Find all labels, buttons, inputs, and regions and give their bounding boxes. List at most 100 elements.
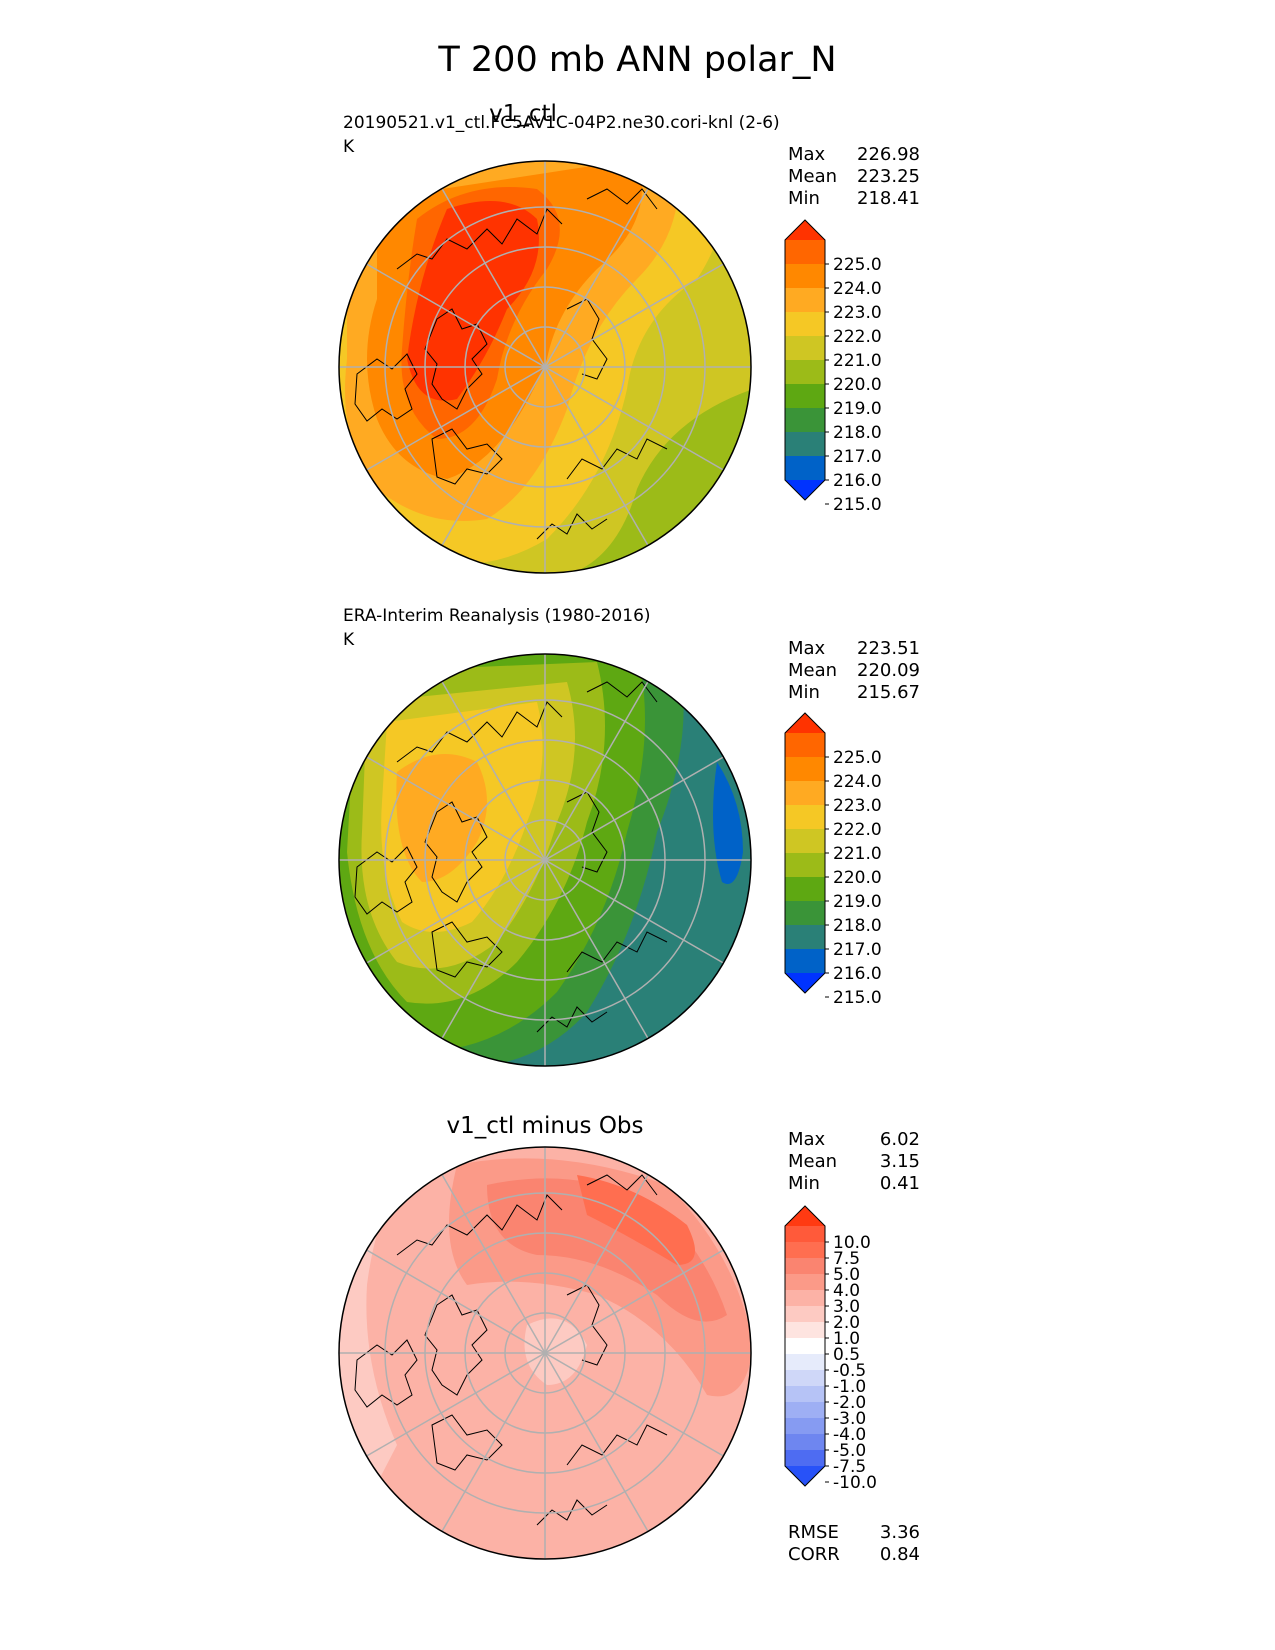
panel-1-colorbar-band [785,408,825,433]
panel-3-colorbar-band [785,1450,825,1467]
panel-2-colorbar-band [785,949,825,974]
panel-1-colorbar-tick-label: 219.0 [833,399,882,419]
panel-2-colorbar-tick-label: 216.0 [833,964,882,984]
panel-3-contour-fill [577,1175,695,1265]
panel-2-colorbar-band [785,733,825,758]
panel-1-colorbar-tick-label: 222.0 [833,327,882,347]
panel-3-colorbar-tick-label: 5.0 [833,1265,860,1285]
panel-2-colorbar-band [785,877,825,902]
panel-2-colorbar-band [785,757,825,782]
mean-label: Mean [788,166,838,187]
panel-3-map-boundary [338,1146,752,1560]
panel-2-colorbar-band [785,925,825,950]
panel-2-colorbar-tick-label: 223.0 [833,796,882,816]
panel-1-colorbar-tick-label: 220.0 [833,375,882,395]
panel-2-map-boundary [338,653,752,1067]
panel-3-colorbar-band [785,1418,825,1435]
panel-1-contour-fill [407,201,539,401]
panel-3-colorbar-band [785,1242,825,1259]
mean-value: 3.15 [879,1151,920,1172]
panel-3-colorbar-tick-label: 3.0 [833,1297,860,1317]
panel-2-colorbar-band [785,901,825,926]
panel-2-field [339,654,751,1066]
mean-value: 223.25 [857,166,920,187]
panel-3-colorbar-tick-label: 4.0 [833,1281,860,1301]
min-label: Min [788,682,820,703]
min-value: 218.41 [857,188,920,209]
panel-3-colorbar-extend-min [785,1466,825,1486]
panel-2-stats: Max 223.51 Mean 220.09 Min 215.67 [788,638,920,704]
panel-2-colorbar-band [785,853,825,878]
panel-3-field [339,1147,751,1559]
panel-2-colorbar-tick-label: 219.0 [833,892,882,912]
panel-2-colorbar: 225.0 224.0 223.0 222.0 221.0 220.0 219.0 218.0… [784,712,882,1008]
panel-1-colorbar-tick-label: 217.0 [833,447,882,467]
max-label: Max [788,1129,826,1150]
max-label: Max [788,144,826,165]
panel-1-coastline [566,438,668,480]
panel-2-coastline [431,921,503,978]
max-value: 6.02 [879,1129,920,1150]
panel-1-colorbar-tick-label: 221.0 [833,351,882,371]
panel-1-colorbar-tick-label: 225.0 [833,255,882,275]
panel-3-colorbar-band [785,1402,825,1419]
panel-1-title: v1_ctl [489,101,557,127]
panel-3-colorbar-extend-max [785,1206,825,1226]
figure-title: T 200 mb ANN polar_N [438,40,837,80]
panel-3-colorbar-tick-label: 0.5 [833,1345,860,1365]
panel-2-coastline [396,701,563,763]
panel-3-coastline [566,1424,668,1466]
panel-2-colorbar-tick-label: 218.0 [833,916,882,936]
panel-1-colorbar-band [785,432,825,457]
panel-3-colorbar-band [785,1434,825,1451]
panel-2-colorbar-band [785,829,825,854]
panel-2-units: K [343,630,355,650]
panel-1-colorbar-band [785,360,825,385]
panel-1-coastline [431,428,503,485]
panel-1-coastline [586,188,658,210]
panel-3-colorbar-tick-label: 7.5 [833,1249,860,1269]
panel-1-colorbar-extend-max [785,220,825,240]
panel-3-colorbar-tick-label: -7.5 [833,1457,866,1477]
max-value: 223.51 [857,638,920,659]
panel-3-colorbar-tick-label: 10.0 [833,1233,871,1253]
panel-3-colorbar-band [785,1322,825,1339]
panel-3-colorbar: 10.07.55.04.03.02.01.00.5-0.5-1.0-2.0-3.… [784,1205,877,1493]
panel-3-colorbar-band [785,1338,825,1355]
panel-3-coastline [431,1414,503,1471]
panel-2-polar-map [338,653,752,1067]
panel-1-colorbar-tick-label: 218.0 [833,423,882,443]
panel-1-colorbar-tick-label: 224.0 [833,279,882,299]
panel-3-colorbar-band [785,1258,825,1275]
panel-1-colorbar-band [785,240,825,265]
panel-2-colorbar-extend-min [785,973,825,993]
panel-3-colorbar-tick-label: -4.0 [833,1425,866,1445]
panel-1-colorbar-band [785,312,825,337]
panel-3-colorbar-tick-label: -5.0 [833,1441,866,1461]
panel-2-colorbar-tick-label: 215.0 [833,988,882,1008]
panel-3-colorbar-band [785,1386,825,1403]
rmse-label: RMSE [788,1522,839,1543]
panel-1-colorbar-band [785,264,825,289]
panel-2-colorbar-tick-label: 221.0 [833,844,882,864]
panel-1-colorbar-band [785,456,825,481]
panel-2-colorbar-tick-label: 220.0 [833,868,882,888]
panel-2-coastline [586,681,658,703]
panel-1-colorbar-band [785,288,825,313]
min-label: Min [788,1173,820,1194]
max-label: Max [788,638,826,659]
panel-3-colorbar-tick-label: -1.0 [833,1377,866,1397]
mean-value: 220.09 [857,660,920,681]
panel-3-colorbar-tick-label: 1.0 [833,1329,860,1349]
panel-3-colorbar-band [785,1290,825,1307]
panel-1-colorbar-tick-label: 215.0 [833,495,882,515]
rmse-value: 3.36 [879,1522,920,1543]
panel-2-meridian [441,681,649,1039]
panel-3-colorbar-tick-label: 2.0 [833,1313,860,1333]
panel-1-colorbar-tick-label: 223.0 [833,303,882,323]
panel-1-stats: Max 226.98 Mean 223.25 Min 218.41 [788,144,920,210]
min-value: 215.67 [857,682,920,703]
panel-3-colorbar-tick-label: -10.0 [833,1473,877,1493]
panel-2-colorbar-band [785,781,825,806]
min-label: Min [788,188,820,209]
